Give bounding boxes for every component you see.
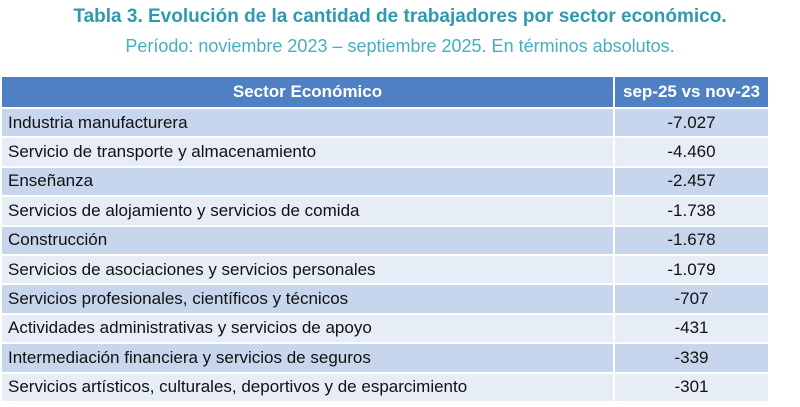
value-cell: -4.460 bbox=[613, 136, 770, 168]
value-cell: -301 bbox=[613, 371, 770, 403]
table-row: Servicios de asociaciones y servicios pe… bbox=[0, 253, 770, 286]
table-row: Actividades administrativas y servicios … bbox=[0, 312, 770, 345]
table-row: Construcción -1.678 bbox=[0, 224, 770, 256]
value-cell: -707 bbox=[613, 283, 770, 315]
sector-cell: Servicios de alojamiento y servicios de … bbox=[0, 195, 615, 227]
value-cell: -1.079 bbox=[613, 253, 770, 286]
sector-cell: Servicios profesionales, científicos y t… bbox=[0, 283, 615, 315]
sector-cell: Servicios artísticos, culturales, deport… bbox=[0, 371, 615, 403]
table-row: Intermediación financiera y servicios de… bbox=[0, 342, 770, 374]
table-row: Enseñanza -2.457 bbox=[0, 165, 770, 198]
column-header: sep-25 vs nov-23 bbox=[613, 75, 770, 109]
value-cell: -431 bbox=[613, 312, 770, 345]
sector-cell: Enseñanza bbox=[0, 165, 615, 198]
value-cell: -7.027 bbox=[613, 106, 770, 139]
table-row: Industria manufacturera -7.027 bbox=[0, 106, 770, 139]
value-cell: -1.738 bbox=[613, 195, 770, 227]
sector-cell: Servicio de transporte y almacenamiento bbox=[0, 136, 615, 168]
sector-cell: Intermediación financiera y servicios de… bbox=[0, 342, 615, 374]
value-cell: -2.457 bbox=[613, 165, 770, 198]
subtitle: Período: noviembre 2023 – septiembre 202… bbox=[125, 36, 675, 56]
column-header: Sector Económico bbox=[0, 75, 615, 109]
header-row: Sector Económico sep-25 vs nov-23 bbox=[0, 75, 770, 109]
table-row: Servicios profesionales, científicos y t… bbox=[0, 283, 770, 315]
table-row: Servicios artísticos, culturales, deport… bbox=[0, 371, 770, 403]
table-body: Industria manufacturera -7.027 Servicio de… bbox=[0, 106, 770, 403]
data-table: Sector Económico sep-25 vs nov-23 Indust… bbox=[0, 75, 770, 403]
value-cell: -339 bbox=[613, 342, 770, 374]
table-row: Servicios de alojamiento y servicios de … bbox=[0, 195, 770, 227]
title: Tabla 3. Evolución de la cantidad de tra… bbox=[73, 6, 727, 27]
table-row: Servicio de transporte y almacenamiento -… bbox=[0, 136, 770, 168]
sector-cell: Servicios de asociaciones y servicios pe… bbox=[0, 253, 615, 286]
sector-cell: Industria manufacturera bbox=[0, 106, 615, 139]
value-cell: -1.678 bbox=[613, 224, 770, 256]
sector-cell: Actividades administrativas y servicios … bbox=[0, 312, 615, 345]
sector-cell: Construcción bbox=[0, 224, 615, 256]
